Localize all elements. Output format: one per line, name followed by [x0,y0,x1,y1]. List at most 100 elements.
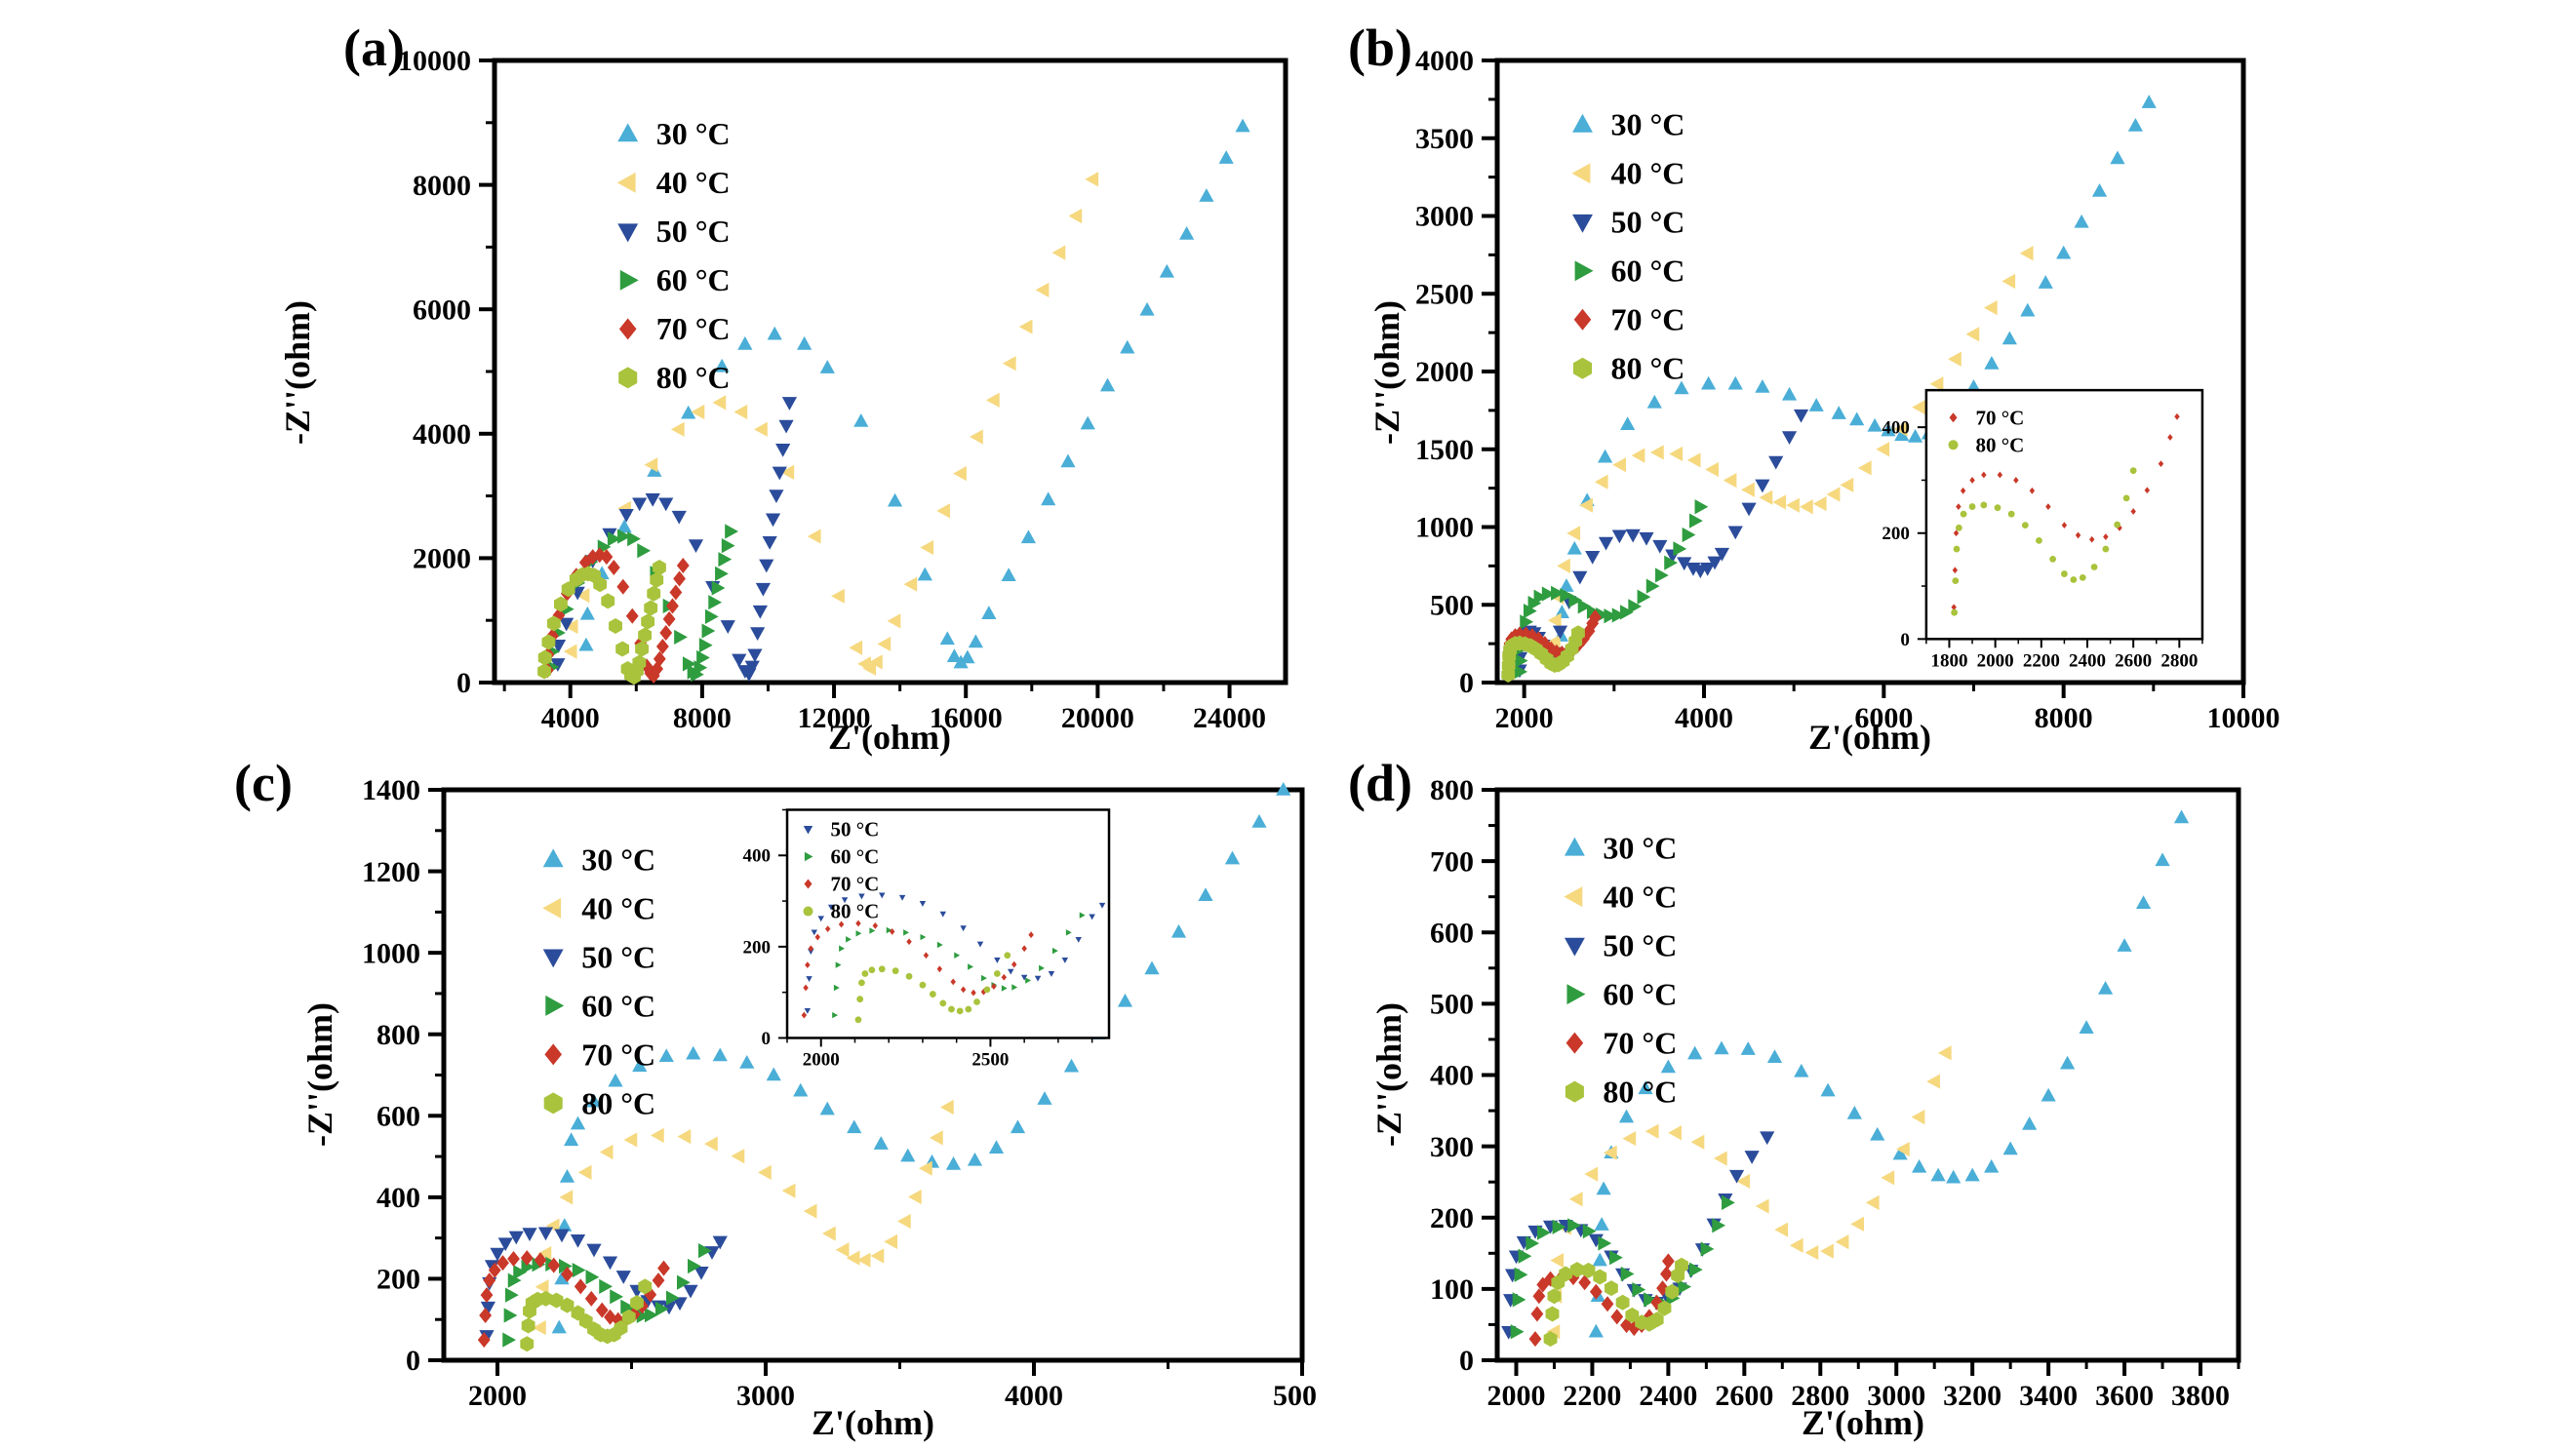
point [1526,1235,1540,1251]
legend-item: 80 °C [803,900,879,923]
point [1028,931,1034,939]
legend-item: 30 °C [617,116,731,151]
point [919,900,927,907]
point [805,961,811,968]
point [920,539,934,556]
point [985,392,1000,408]
point [607,531,621,547]
point [1665,1283,1680,1300]
point [1741,502,1757,517]
point [677,1128,692,1145]
point [930,1130,943,1146]
point [1911,1110,1925,1125]
point [1820,1243,1834,1259]
point [1235,118,1250,133]
point [1567,1218,1581,1233]
point [1831,406,1846,419]
point [638,1278,653,1295]
point [654,1301,669,1316]
x-tick-label: 4000 [541,702,600,734]
legend-marker-icon [542,848,564,868]
point [708,595,723,610]
point [1581,1262,1596,1278]
point [858,979,865,987]
x-tick-label: 2200 [2023,650,2060,671]
x-tick-label: 4000 [1005,1380,1063,1412]
point [2088,535,2095,543]
point [574,1278,587,1295]
point [1687,1045,1703,1060]
point [1674,380,1689,395]
point [712,1047,728,1062]
point [811,929,818,936]
point [507,1272,522,1288]
x-tick-label: 3000 [1867,1380,1925,1412]
legend-marker-icon [1949,412,1958,423]
point [877,636,892,652]
tick-marks [479,59,1232,698]
point [835,961,842,968]
y-tick-label: 200 [376,1264,420,1296]
point [929,991,936,998]
point [953,466,967,482]
point [1079,912,1086,919]
point [1068,208,1083,224]
point [1011,984,1018,991]
point [1117,993,1133,1007]
point [1002,356,1016,372]
point [541,634,556,650]
point [696,649,710,666]
point [682,656,696,672]
point [586,1093,602,1108]
point [1664,555,1678,570]
x-tick-label: 20000 [1061,702,1134,734]
point [712,395,727,411]
point [704,608,719,624]
point [644,457,658,473]
point [608,1073,623,1087]
y-tick-label: 8000 [413,170,471,202]
y-tick-label: 0 [1459,667,1474,699]
point [2002,1141,2018,1155]
point [687,1258,701,1274]
y-tick-label: 1400 [362,774,420,806]
legend-marker-icon [617,123,639,142]
legend-item: 30 °C [1564,831,1677,866]
point [561,581,575,598]
point [483,1272,496,1289]
legend: 70 °C 80 °C [1948,406,2024,456]
tick-marks [778,808,1093,1047]
point [644,600,658,616]
point [617,528,631,544]
point [559,617,575,632]
point [1020,974,1028,981]
x-tick-label: 10000 [2207,702,2280,734]
point [691,404,705,420]
point [803,1203,817,1219]
point [647,585,661,602]
legend-label: 40 °C [581,890,655,925]
point [604,1309,616,1325]
point [2061,570,2068,577]
point [1566,540,1582,555]
x-tick-label: 4000 [1675,702,1733,734]
axes-inset: 2000 2500 0 200 400 50 °C 60 °C 70 °C 80 °C [743,808,1111,1070]
point [1577,631,1590,647]
point [1657,1300,1672,1316]
tick-marks [1482,788,2240,1376]
point [854,1016,862,1024]
point [1603,1145,1617,1160]
point [623,1132,638,1148]
legend-label: 80 °C [656,360,731,395]
point [1566,526,1581,541]
point [711,580,726,596]
point [644,1286,657,1303]
point [1682,527,1696,543]
point [967,1152,983,1166]
point [1649,445,1664,460]
point [497,1237,513,1252]
point [973,998,980,1005]
point [981,974,987,982]
point [553,596,568,612]
x-tick-label: 2600 [2115,650,2152,671]
